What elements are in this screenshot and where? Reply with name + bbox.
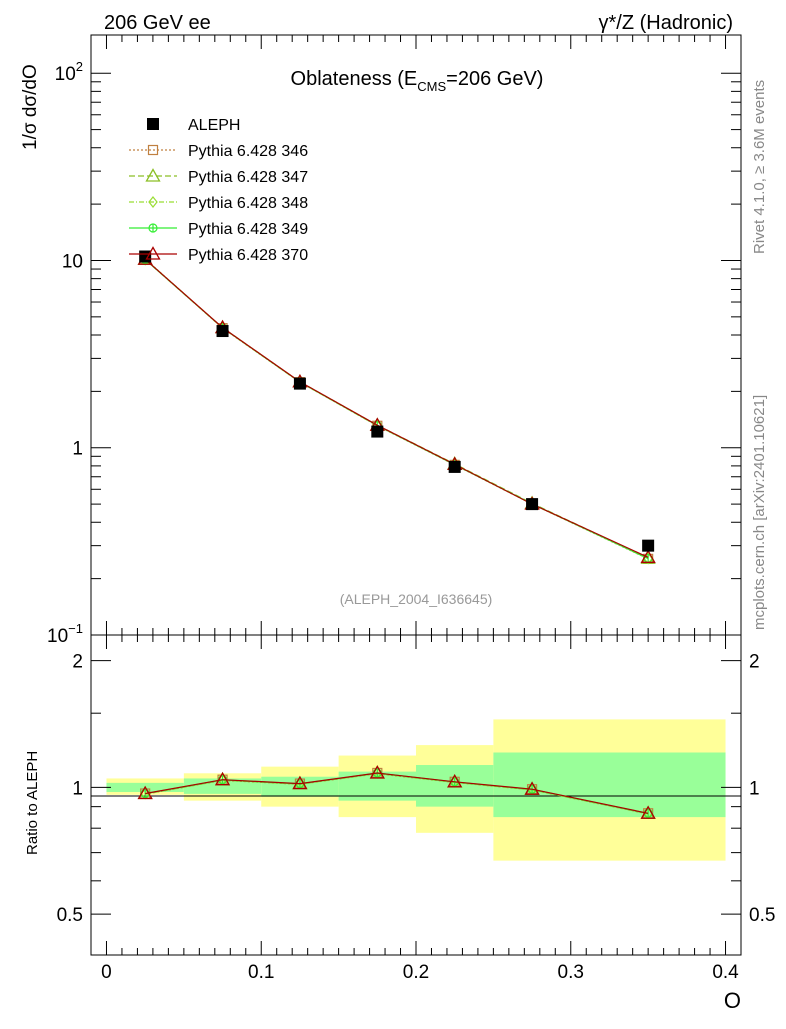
data-point-5 — [526, 498, 539, 511]
legend-label-1: Pythia 6.428 346 — [188, 143, 308, 160]
ratio-y-label: Ratio to ALEPH — [24, 751, 41, 855]
ratio-4-point-2 — [292, 775, 308, 790]
data-point-2 — [293, 377, 306, 390]
ratio-panel: 0 0.1 0.2 0.3 0.4 0.5 0.5 1 1 2 2 Ratio to ALEPH O — [24, 634, 775, 1013]
ratio-4-point-5 — [524, 781, 540, 795]
legend-label-3: Pythia 6.428 348 — [188, 195, 308, 212]
ratio-ytick-label-right-0: 0.5 — [749, 905, 775, 926]
y-tick-label-3: 102 — [55, 59, 83, 85]
ratio-4-point-0 — [137, 785, 153, 800]
ratio-ticks: 0 0.1 0.2 0.3 0.4 0.5 0.5 1 1 2 2 — [57, 635, 775, 983]
legend-marker-4 — [148, 223, 158, 233]
data-point-3 — [371, 425, 384, 438]
x-tick-label-1: 0.1 — [248, 962, 274, 983]
legend-marker-1 — [147, 144, 159, 156]
x-axis-label: O — [724, 988, 741, 1013]
data-point-0 — [139, 250, 152, 263]
y-tick-base-3: 10 — [55, 64, 76, 85]
rivet-label: Rivet 4.1.0, ≥ 3.6M events — [751, 80, 768, 254]
y-tick-exp-3: 2 — [76, 59, 83, 74]
title-main: Oblateness (E — [291, 68, 418, 90]
ratio-ytick-label-left-1: 1 — [72, 778, 83, 799]
legend-label-5: Pythia 6.428 370 — [188, 247, 308, 264]
y-tick-base-2: 10 — [62, 251, 83, 272]
legend-marker-2 — [145, 168, 161, 182]
series-4-point-6 — [640, 549, 656, 563]
y-axis-label: 1/σ dσ/dO — [20, 64, 41, 150]
ratio-bands — [106, 719, 726, 861]
y-tick-label-1: 1 — [72, 439, 83, 460]
ratio-ytick-label-right-1: 1 — [749, 778, 760, 799]
data-point-4 — [448, 460, 461, 473]
y-tick-base-0: 10 — [47, 626, 68, 647]
mcplots-label: mcplots.cern.ch [arXiv:2401.10621] — [751, 395, 768, 630]
ratio-band-inner-1 — [183, 778, 262, 794]
analysis-tag: (ALEPH_2004_I636645) — [340, 591, 493, 607]
data-point-1 — [216, 325, 229, 338]
chart-title: Oblateness (ECMS=206 GeV) — [291, 68, 544, 94]
title-sub: CMS — [417, 79, 446, 94]
ratio-ytick-label-right-2: 2 — [749, 652, 760, 673]
y-tick-exp-0: −1 — [68, 621, 83, 636]
y-tick-base-1: 1 — [72, 439, 83, 460]
ratio-ytick-label-left-2: 2 — [72, 652, 83, 673]
y-tick-label-2: 10 — [62, 251, 83, 272]
ratio-4-point-6 — [640, 805, 656, 819]
legend-label-4: Pythia 6.428 349 — [188, 221, 308, 238]
x-tick-label-0: 0 — [101, 962, 112, 983]
ratio-series-layer — [137, 765, 656, 820]
legend-label-2: Pythia 6.428 347 — [188, 169, 308, 186]
header-right: γ*/Z (Hadronic) — [599, 12, 733, 34]
ratio-line-4 — [145, 772, 649, 814]
legend-label-0: ALEPH — [188, 117, 240, 134]
ratio-ytick-label-left-0: 0.5 — [57, 905, 83, 926]
ratio-4-point-1 — [214, 771, 231, 786]
x-tick-label-4: 0.4 — [712, 962, 739, 983]
legend-marker-5 — [145, 246, 161, 260]
legend: ALEPH Pythia 6.428 346 Pythia 6.428 347 Pyt… — [129, 117, 308, 264]
legend-marker-3 — [148, 196, 158, 208]
ratio-4-point-4 — [447, 773, 463, 788]
title-rest: =206 GeV) — [446, 68, 543, 90]
legend-marker-0 — [147, 118, 159, 130]
data-point-6 — [642, 539, 655, 552]
header-left: 206 GeV ee — [104, 12, 211, 34]
y-tick-label-0: 10−1 — [47, 621, 83, 647]
ratio-4-point-3 — [369, 765, 385, 779]
x-tick-label-2: 0.2 — [403, 962, 429, 983]
x-tick-label-3: 0.3 — [558, 962, 584, 983]
